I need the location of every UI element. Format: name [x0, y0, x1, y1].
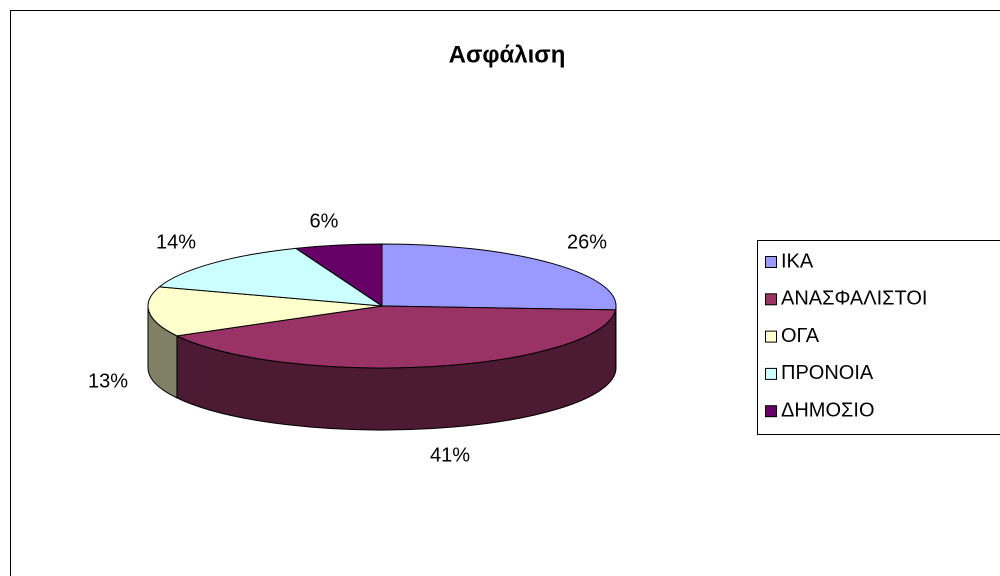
- legend-swatch: [765, 405, 777, 418]
- legend-swatch: [765, 293, 777, 306]
- slice: [147, 286, 383, 337]
- chart-title: Ασφάλιση: [449, 41, 566, 68]
- slice: [381, 243, 617, 311]
- chart-border: [10, 10, 1000, 576]
- legend-swatch: [765, 256, 777, 268]
- legend-label: ΙΚΑ: [781, 250, 814, 272]
- legend-swatch: [765, 367, 777, 380]
- legend-box: [757, 240, 1000, 435]
- data-label: 13%: [88, 370, 128, 392]
- legend-label: ΑΝΑΣΦΑΛΙΣΤΟΙ: [781, 288, 927, 310]
- slice: [158, 247, 383, 307]
- data-label: 6%: [310, 210, 339, 232]
- slice: [294, 243, 383, 307]
- legend-label: ΠΡΟΝΟΙΑ: [781, 362, 874, 384]
- slice: [175, 305, 617, 369]
- legend-label: ΟΓΑ: [781, 325, 820, 347]
- data-label: 41%: [430, 444, 470, 466]
- data-label: 26%: [567, 231, 607, 253]
- data-label: 14%: [156, 231, 196, 253]
- legend-swatch: [765, 330, 777, 343]
- legend-label: ΔΗΜΟΣΙΟ: [781, 399, 875, 421]
